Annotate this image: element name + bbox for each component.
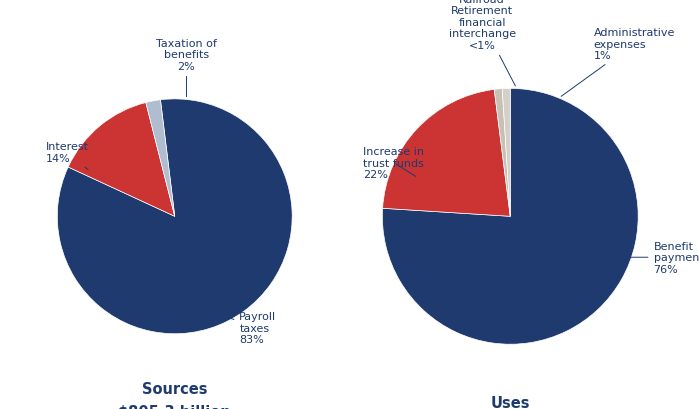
Text: $805.3 billion: $805.3 billion bbox=[118, 404, 231, 409]
Text: Sources: Sources bbox=[142, 381, 208, 396]
Wedge shape bbox=[382, 90, 510, 217]
Wedge shape bbox=[69, 103, 175, 217]
Wedge shape bbox=[382, 89, 638, 344]
Text: Uses: Uses bbox=[491, 396, 530, 409]
Text: Benefit
payments
76%: Benefit payments 76% bbox=[613, 241, 699, 274]
Wedge shape bbox=[494, 90, 510, 217]
Wedge shape bbox=[503, 89, 510, 217]
Text: Taxation of
benefits
2%: Taxation of benefits 2% bbox=[156, 38, 217, 97]
Text: Administrative
expenses
1%: Administrative expenses 1% bbox=[561, 28, 675, 97]
Wedge shape bbox=[57, 100, 292, 334]
Text: Payroll
taxes
83%: Payroll taxes 83% bbox=[210, 311, 277, 345]
Text: Railroad
Retirement
financial
interchange
<1%: Railroad Retirement financial interchang… bbox=[449, 0, 516, 87]
Text: Increase in
trust funds
22%: Increase in trust funds 22% bbox=[363, 146, 424, 180]
Text: Interest
14%: Interest 14% bbox=[45, 142, 89, 171]
Wedge shape bbox=[146, 101, 175, 217]
